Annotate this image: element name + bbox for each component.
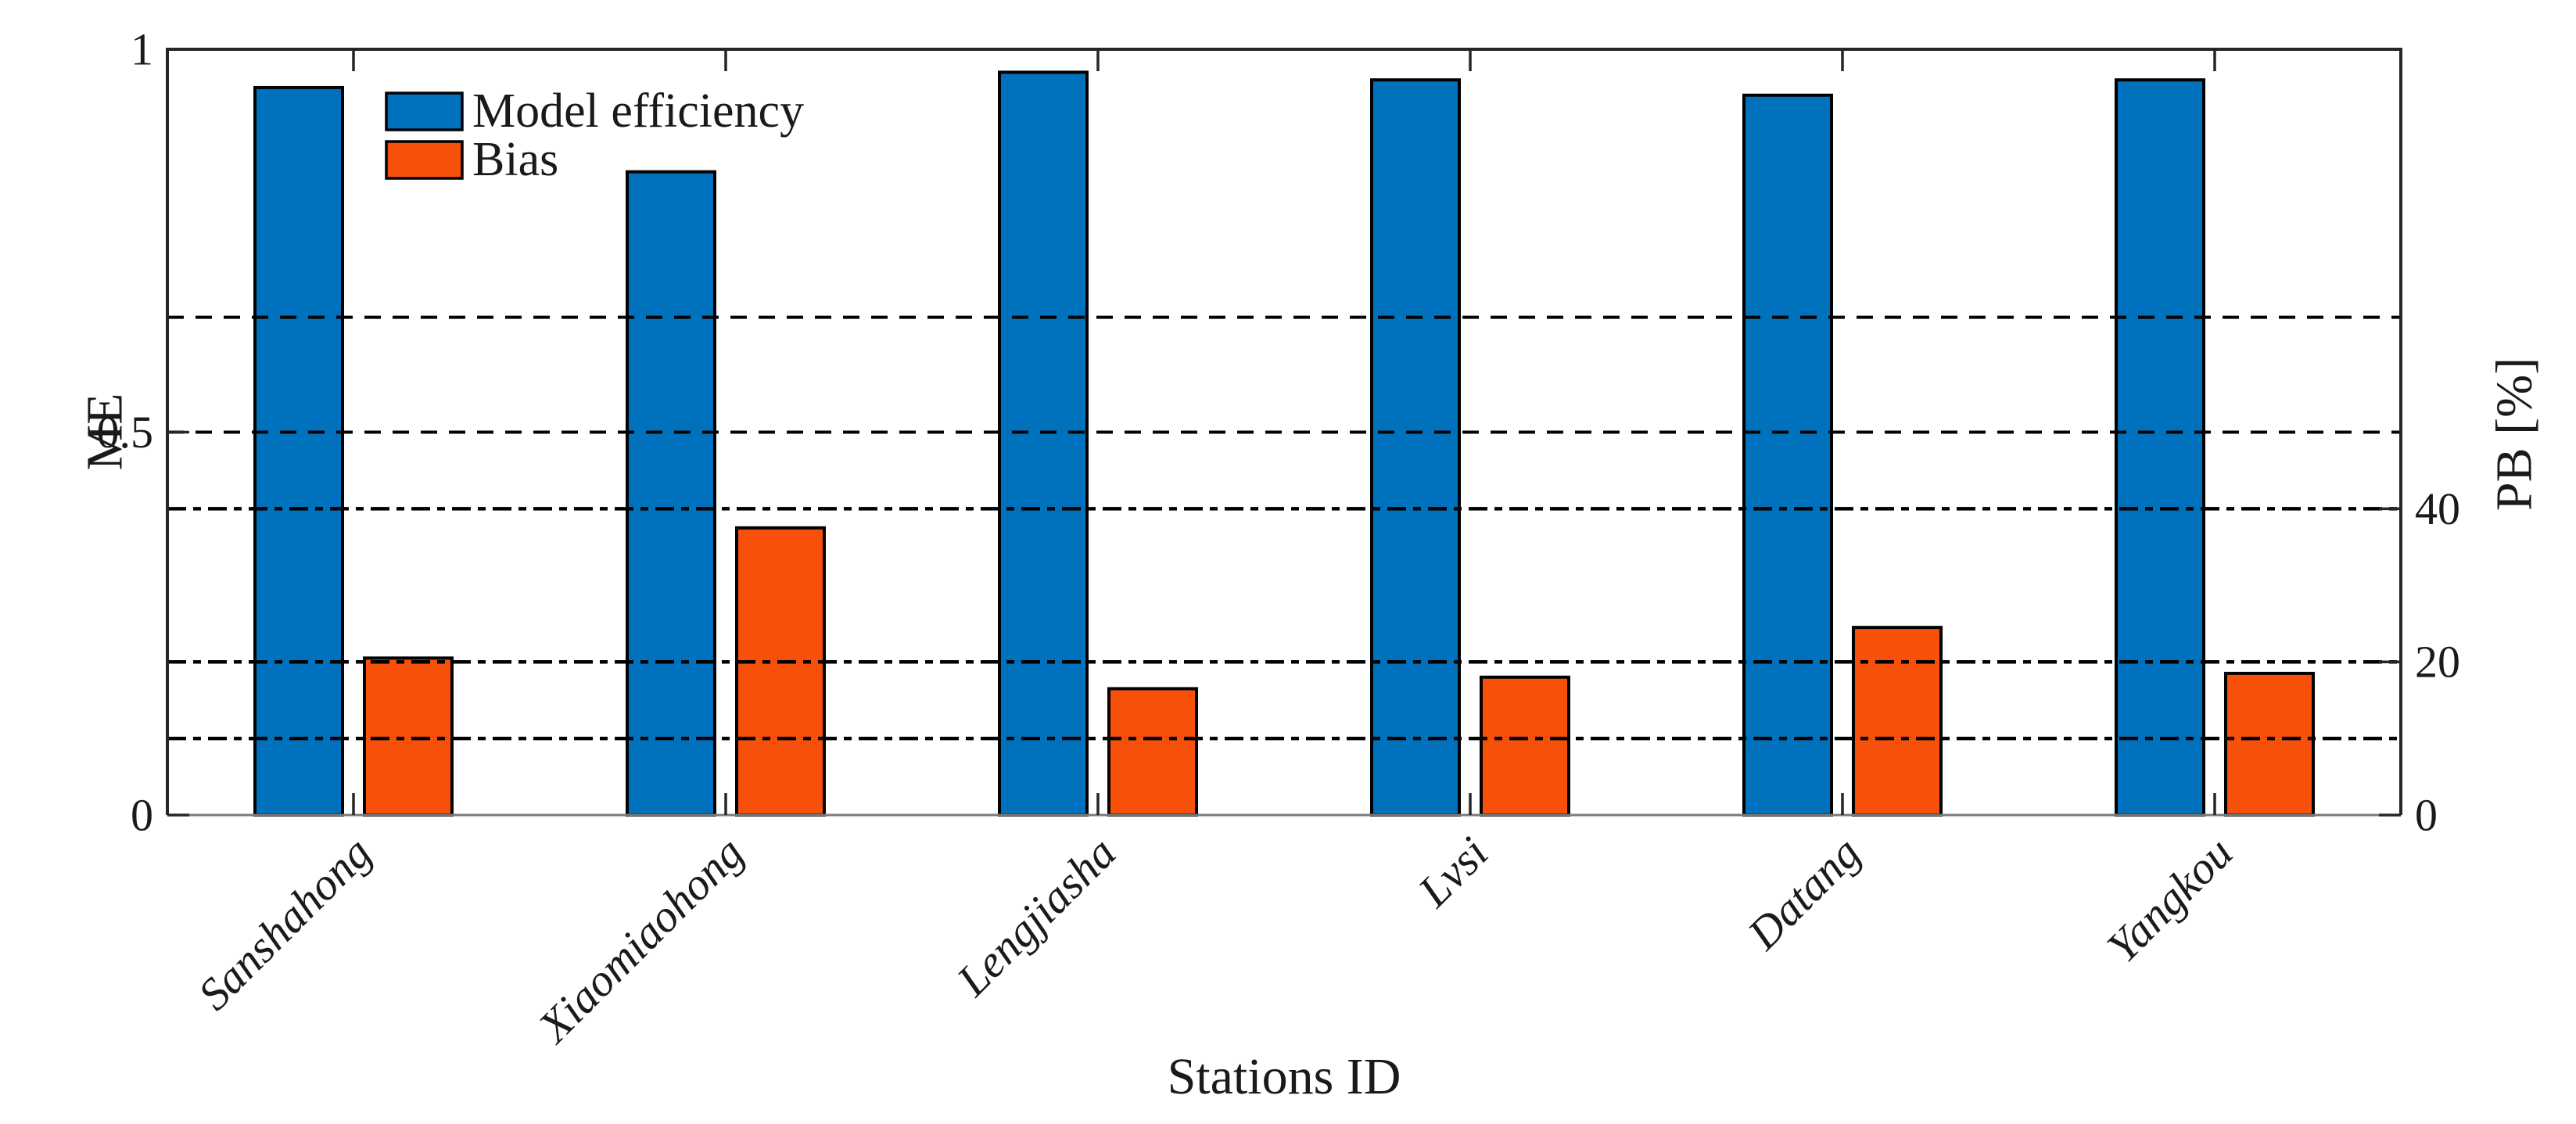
left-tick-label-1: 1	[131, 24, 153, 75]
x-tick-label-xiaomiaohong: Xiaomiaohong	[527, 827, 753, 1053]
reference-lines-layer	[167, 315, 2401, 741]
bar-model-efficiency-xiaomiaohong	[626, 170, 716, 817]
bar-model-efficiency-sanshahong	[253, 85, 344, 817]
legend-label-model-efficiency: Model efficiency	[472, 84, 804, 138]
right-tick-label-40: 40	[2415, 483, 2460, 534]
legend: Model efficiency Bias	[385, 84, 804, 186]
x-tick-label-sanshahong: Sanshahong	[188, 827, 381, 1019]
legend-swatch-model-efficiency	[385, 92, 464, 131]
x-tick-label-datang: Datang	[1737, 827, 1870, 960]
bar-bias-datang	[1852, 626, 1943, 817]
left-axis-title: ME	[77, 393, 134, 471]
left-tick-label-0-5: 0.5	[97, 407, 154, 458]
x-axis-title: Stations ID	[1168, 1048, 1401, 1105]
legend-swatch-bias	[385, 140, 464, 180]
bar-bias-xiaomiaohong	[735, 526, 826, 817]
bar-bias-lengjiasha	[1107, 687, 1198, 817]
bar-bias-lvsi	[1480, 675, 1570, 817]
bar-model-efficiency-yangkou	[2115, 78, 2205, 817]
bar-model-efficiency-lengjiasha	[998, 70, 1089, 817]
legend-label-bias: Bias	[472, 133, 558, 186]
bar-bias-sanshahong	[363, 656, 454, 817]
bars-layer	[253, 70, 2315, 817]
right-tick-label-0: 0	[2415, 790, 2438, 841]
bar-model-efficiency-datang	[1742, 93, 1833, 817]
left-tick-label-0: 0	[131, 790, 153, 841]
x-tick-label-yangkou: Yangkou	[2097, 827, 2242, 972]
right-axis-title: PB [%]	[2486, 357, 2543, 511]
x-tick-label-lvsi: Lvsi	[1408, 827, 1498, 917]
bar-model-efficiency-lvsi	[1370, 78, 1461, 817]
right-tick-label-20: 20	[2415, 637, 2460, 688]
tick-marks-layer	[167, 48, 2401, 817]
x-tick-label-lengjiasha: Lengjiasha	[946, 827, 1125, 1006]
bar-bias-yangkou	[2224, 671, 2315, 817]
